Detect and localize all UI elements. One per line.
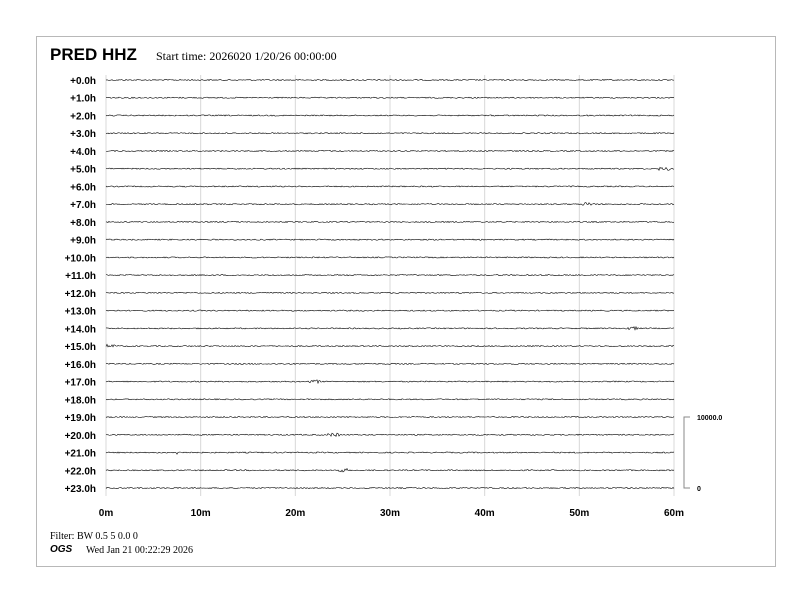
row-label: +15.0h	[65, 342, 96, 353]
seismic-trace	[105, 432, 675, 437]
row-label: +6.0h	[70, 182, 96, 193]
row-label: +20.0h	[65, 431, 96, 442]
x-tick-label: 20m	[285, 508, 305, 519]
seismic-trace	[105, 274, 675, 277]
filter-info: Filter: BW 0.5 5 0.0 0	[50, 531, 138, 542]
seismic-trace	[105, 79, 675, 81]
row-label: +11.0h	[65, 271, 96, 282]
row-label: +4.0h	[70, 147, 96, 158]
seismic-trace	[105, 362, 675, 365]
seismic-trace	[105, 398, 675, 401]
seismic-trace	[105, 416, 675, 419]
row-label: +0.0h	[70, 76, 96, 87]
seismic-trace	[105, 343, 675, 348]
seismic-trace	[105, 309, 675, 312]
station-title: PRED HHZ	[50, 45, 137, 64]
row-label: +23.0h	[65, 484, 96, 495]
seismic-trace	[105, 238, 675, 241]
seismic-trace	[105, 132, 675, 135]
row-label: +3.0h	[70, 129, 96, 140]
x-tick-label: 60m	[664, 508, 684, 519]
row-label: +8.0h	[70, 218, 96, 229]
row-label: +21.0h	[65, 449, 96, 460]
x-tick-label: 0m	[99, 508, 114, 519]
org-logo: OGS	[50, 544, 73, 555]
x-tick-label: 10m	[191, 508, 211, 519]
seismic-trace	[105, 487, 675, 490]
row-label: +10.0h	[65, 253, 96, 264]
row-label: +9.0h	[70, 236, 96, 247]
row-label: +17.0h	[65, 378, 96, 389]
scale-bar	[683, 416, 690, 489]
row-label: +2.0h	[70, 111, 96, 122]
row-label: +7.0h	[70, 200, 96, 211]
seismic-trace	[105, 166, 675, 171]
seismic-trace	[105, 291, 675, 294]
seismic-trace	[105, 185, 675, 188]
x-tick-label: 40m	[475, 508, 495, 519]
seismic-trace	[105, 379, 675, 385]
row-label: +18.0h	[65, 395, 96, 406]
seismic-trace	[105, 202, 675, 206]
row-label: +16.0h	[65, 360, 96, 371]
seismic-trace	[105, 256, 675, 259]
seismic-trace	[105, 96, 675, 99]
seismic-trace	[105, 114, 675, 117]
seismic-trace	[105, 467, 675, 473]
seismic-trace	[105, 220, 675, 223]
row-label: +12.0h	[65, 289, 96, 300]
scale-bottom-label: 0	[697, 486, 701, 493]
row-label: +14.0h	[65, 324, 96, 335]
seismic-trace	[105, 325, 675, 331]
scale-top-label: 10000.0	[697, 415, 722, 422]
x-tick-label: 50m	[569, 508, 589, 519]
x-tick-label: 30m	[380, 508, 400, 519]
helicorder-frame	[36, 36, 776, 567]
seismic-trace	[105, 451, 675, 455]
row-label: +22.0h	[65, 466, 96, 477]
start-time: Start time: 2026020 1/20/26 00:00:00	[156, 49, 337, 63]
row-label: +13.0h	[65, 307, 96, 318]
generated-timestamp: Wed Jan 21 00:22:29 2026	[86, 545, 193, 556]
row-label: +19.0h	[65, 413, 96, 424]
row-label: +5.0h	[70, 165, 96, 176]
seismic-trace	[105, 149, 675, 152]
row-label: +1.0h	[70, 94, 96, 105]
